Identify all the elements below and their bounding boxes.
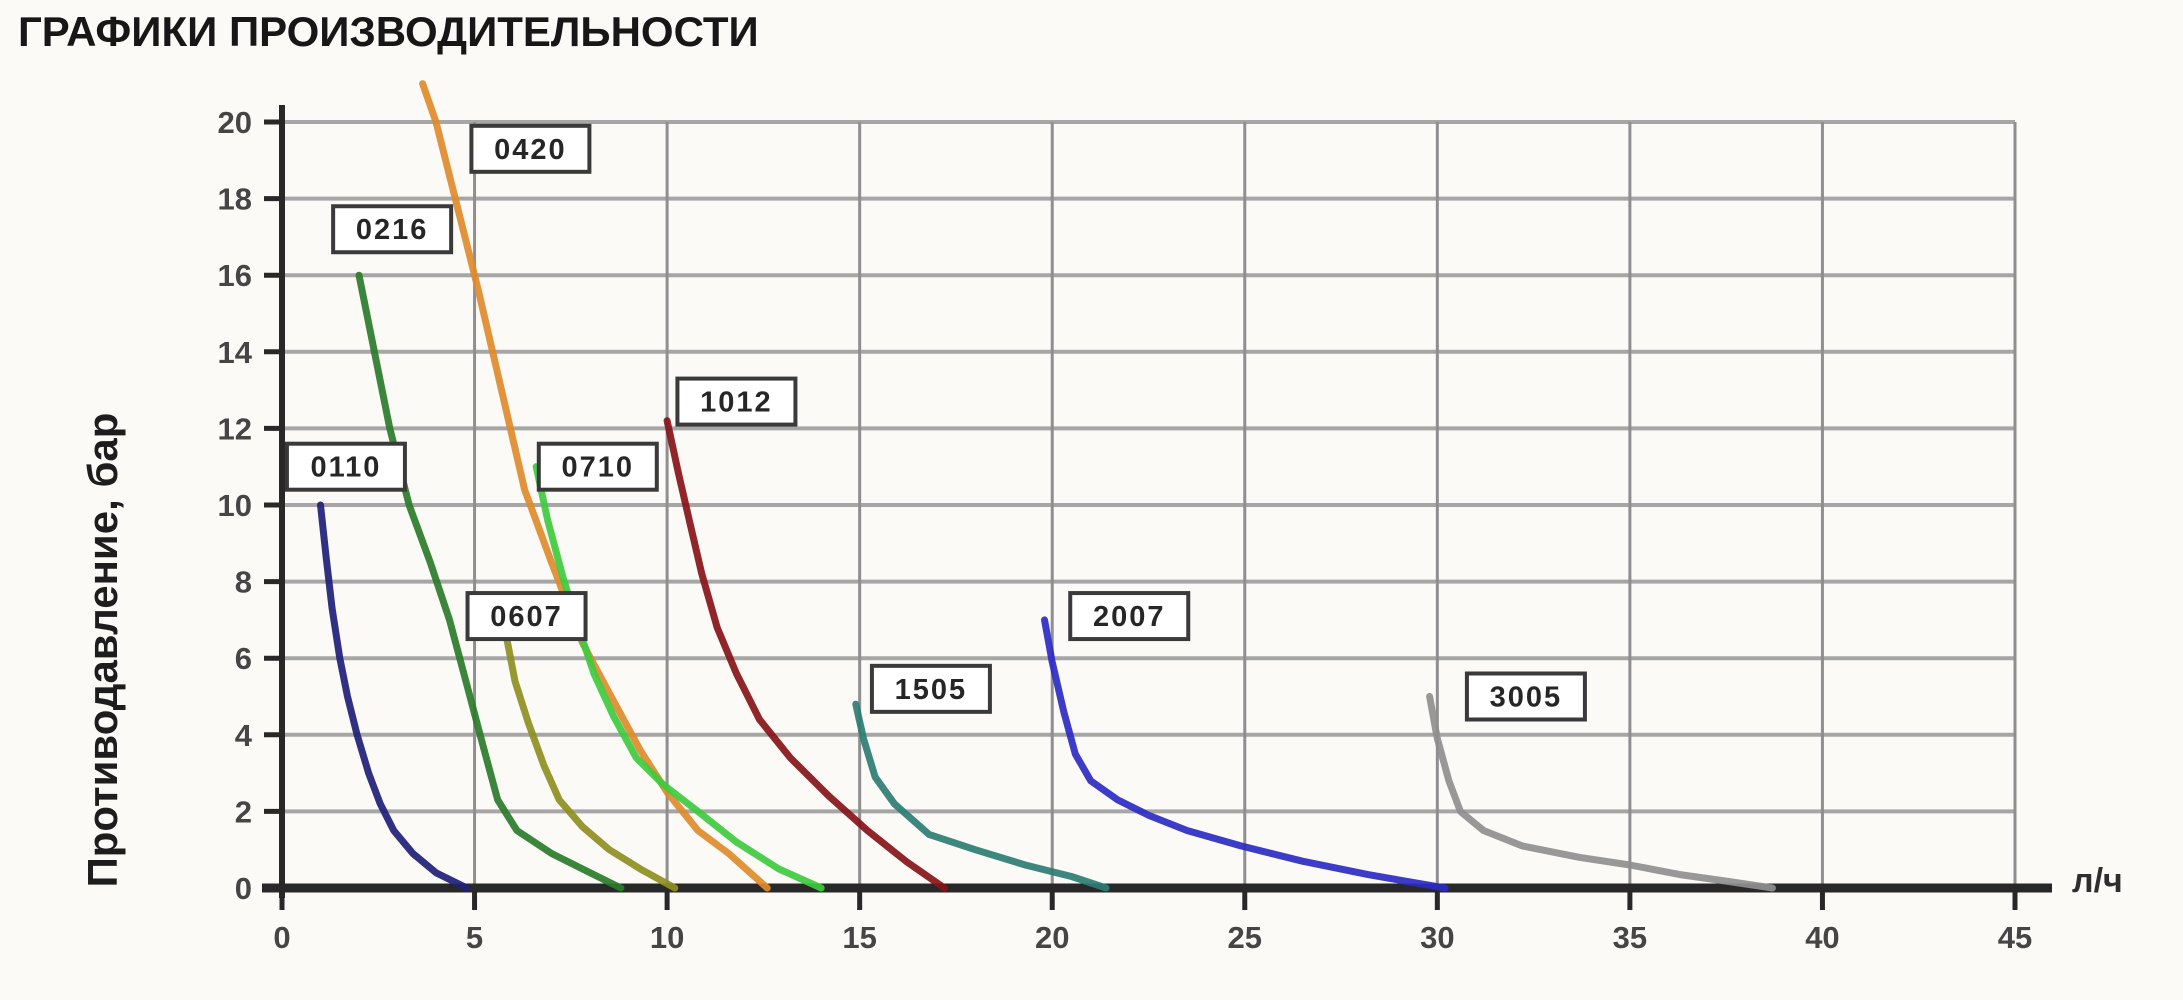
x-tick-label-35: 35 [1613, 920, 1647, 955]
curve-label-0420: 0420 [494, 134, 567, 166]
y-tick-label-6: 6 [235, 641, 252, 676]
x-tick-label-20: 20 [1035, 920, 1069, 955]
x-tick-label-10: 10 [650, 920, 684, 955]
curve-label-0110: 0110 [310, 452, 381, 484]
y-tick-label-2: 2 [235, 794, 252, 829]
y-tick-label-18: 18 [218, 182, 252, 217]
curve-label-box-1505 [869, 663, 992, 714]
curve-label-box-0607 [465, 591, 588, 642]
y-tick-label-4: 4 [235, 718, 253, 753]
curve-label-2007: 2007 [1093, 601, 1166, 633]
y-tick-label-8: 8 [235, 565, 252, 600]
curve-label-box-2007 [1068, 591, 1191, 642]
curve-1012 [663, 417, 948, 892]
y-tick-label-0: 0 [235, 871, 252, 906]
curve-0710 [532, 463, 825, 892]
curve-label-0216: 0216 [356, 214, 429, 246]
curve-label-box-0110 [284, 441, 407, 492]
curve-label-box-0710 [536, 441, 659, 492]
x-tick-label-30: 30 [1420, 920, 1454, 955]
x-tick-label-25: 25 [1228, 920, 1262, 955]
curve-label-1505: 1505 [895, 674, 968, 706]
y-tick-label-12: 12 [218, 411, 252, 446]
y-tick-label-10: 10 [218, 488, 252, 523]
x-tick-label-15: 15 [842, 920, 876, 955]
x-tick-label-40: 40 [1805, 920, 1839, 955]
curve-1505 [852, 700, 1110, 892]
curve-label-0607: 0607 [490, 601, 563, 633]
curve-label-3005: 3005 [1490, 682, 1563, 714]
curve-label-box-0420 [469, 123, 592, 174]
curve-0607 [501, 627, 679, 892]
curve-label-box-3005 [1464, 671, 1587, 722]
curve-0216 [355, 271, 625, 892]
curve-3005 [1426, 693, 1776, 892]
curve-0110 [317, 501, 471, 892]
curve-label-1012: 1012 [700, 387, 773, 419]
curve-label-0710: 0710 [562, 452, 635, 484]
x-tick-label-0: 0 [273, 920, 290, 955]
y-tick-label-14: 14 [218, 335, 253, 370]
curve-2007 [1041, 616, 1449, 892]
page-title: ГРАФИКИ ПРОИЗВОДИТЕЛЬНОСТИ [18, 8, 759, 55]
x-axis-unit-label: л/ч [2072, 862, 2123, 900]
x-tick-label-5: 5 [466, 920, 483, 955]
y-tick-label-16: 16 [218, 258, 252, 293]
curve-label-box-0216 [331, 204, 454, 255]
y-tick-label-20: 20 [218, 105, 252, 140]
curve-label-box-1012 [675, 376, 798, 427]
x-tick-label-45: 45 [1998, 920, 2032, 955]
